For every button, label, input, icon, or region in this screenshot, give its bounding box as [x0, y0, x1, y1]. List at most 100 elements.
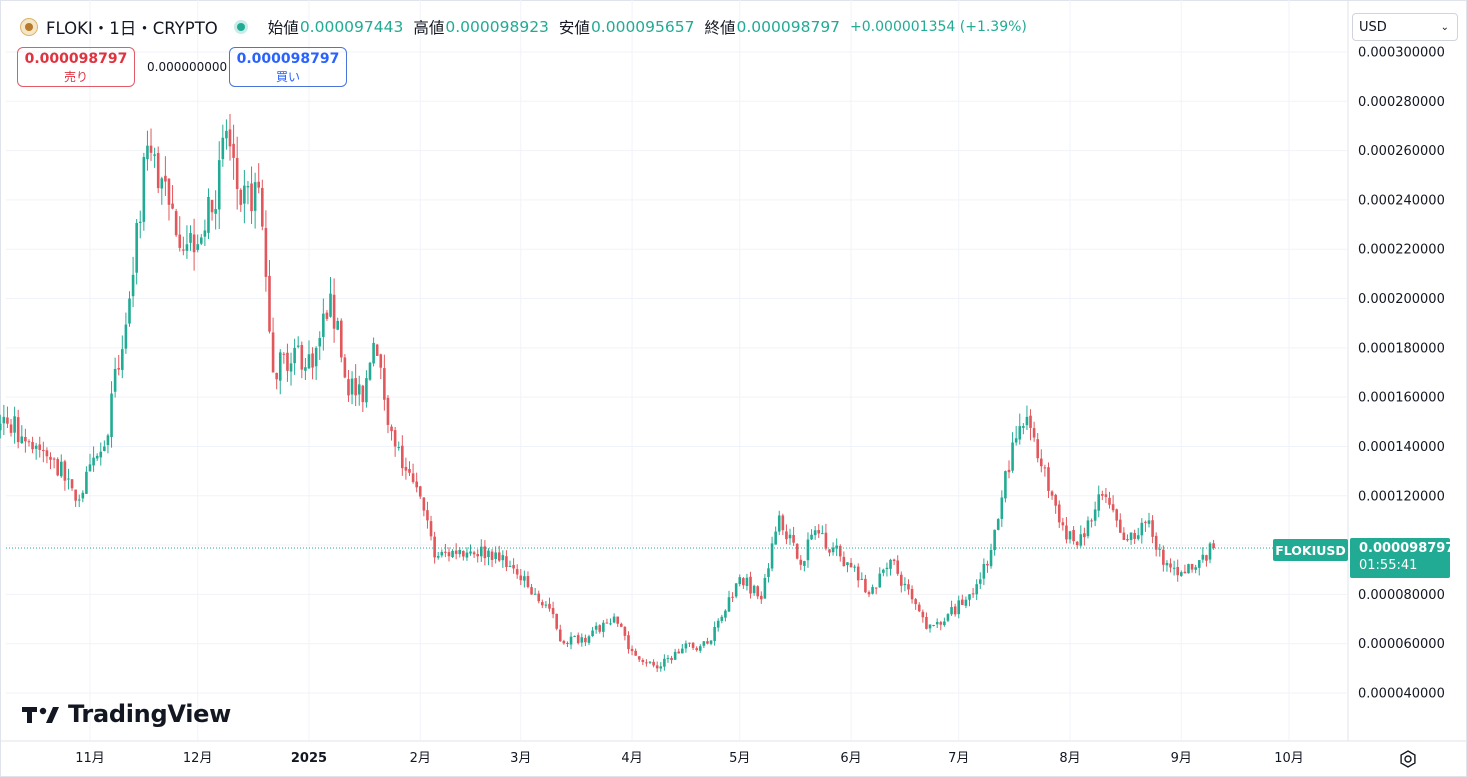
candle	[199, 234, 203, 246]
candle	[49, 452, 52, 470]
candle-body	[1151, 520, 1154, 537]
candle	[329, 276, 332, 318]
price-tick-label: 0.000120000	[1358, 489, 1445, 504]
candle	[731, 592, 734, 603]
price-axis[interactable]: 0.0000400000.0000600000.0000800000.00010…	[1358, 46, 1445, 702]
candle-body	[1169, 563, 1172, 568]
candle	[623, 626, 627, 641]
candle	[322, 298, 325, 351]
candle-body	[264, 228, 268, 277]
candle-body	[788, 534, 792, 539]
candle-body	[1115, 509, 1118, 521]
candle-body	[921, 611, 925, 618]
candle	[386, 394, 390, 434]
candle	[476, 549, 480, 563]
candle	[2, 404, 6, 436]
candle-body	[580, 637, 584, 643]
candle-body	[300, 345, 304, 370]
candle	[418, 485, 422, 499]
candle-body	[1014, 438, 1018, 443]
candle	[300, 341, 304, 379]
candle	[788, 528, 792, 545]
candle	[1111, 495, 1115, 513]
floki-coin-icon[interactable]	[20, 18, 38, 36]
currency-select[interactable]: USD ⌄	[1352, 13, 1458, 41]
candle	[745, 573, 749, 591]
candle	[113, 357, 117, 398]
candle-body	[243, 185, 246, 204]
candle	[243, 169, 246, 224]
candle-body	[1050, 491, 1054, 496]
buy-button[interactable]: 0.000098797 買い	[229, 47, 347, 87]
last-price-tag: 0.000098797 01:55:41	[1350, 538, 1454, 578]
candle	[275, 372, 278, 390]
candle-body	[774, 531, 777, 545]
close-label: 終値	[704, 19, 736, 37]
candle-body	[573, 635, 576, 637]
settings-gear-icon[interactable]	[1398, 749, 1418, 769]
candle	[821, 525, 824, 535]
candle-body	[207, 196, 210, 233]
candle	[433, 531, 436, 564]
candle	[594, 622, 598, 634]
candle	[440, 549, 444, 558]
candle-body	[634, 650, 637, 656]
candle-body	[1147, 520, 1151, 524]
candle-body	[31, 442, 34, 450]
symbol-title[interactable]: FLOKI・1日・CRYPTO	[46, 19, 218, 38]
candle	[501, 550, 505, 568]
candle	[742, 576, 745, 589]
candle-body	[515, 569, 519, 575]
candle-body	[56, 459, 59, 476]
candle	[121, 335, 124, 379]
candle-body	[1043, 467, 1047, 469]
candle-body	[164, 175, 167, 182]
candle-body	[408, 469, 411, 473]
candle-body	[932, 624, 935, 626]
candle	[261, 179, 264, 231]
candle-body	[379, 354, 383, 368]
candle-body	[731, 596, 734, 598]
candle-body	[458, 550, 462, 555]
candle-body	[354, 378, 357, 396]
candle-body	[95, 455, 99, 459]
candle-body	[917, 604, 921, 612]
sell-button[interactable]: 0.000098797 売り	[17, 47, 135, 87]
candle-body	[777, 515, 781, 532]
candle-body	[221, 137, 225, 160]
candle-body	[670, 657, 673, 661]
candle	[1118, 513, 1122, 533]
candle-body	[307, 354, 311, 369]
price-tick-label: 0.000060000	[1358, 637, 1445, 652]
candle-body	[282, 353, 286, 355]
candle-body	[426, 510, 429, 521]
time-tick-label: 4月	[621, 751, 642, 766]
candle-body	[444, 551, 447, 553]
candle	[551, 601, 555, 619]
candle	[1101, 490, 1104, 501]
price-tick-label: 0.000260000	[1358, 144, 1445, 159]
candle	[1201, 547, 1205, 563]
candle-body	[1101, 494, 1104, 496]
candle	[282, 352, 286, 364]
candle	[526, 571, 530, 589]
candle-body	[52, 458, 56, 460]
time-tick-label: 3月	[510, 751, 531, 766]
candle-body	[479, 546, 483, 557]
candle-body	[404, 466, 408, 471]
tradingview-logo[interactable]: TradingView	[22, 700, 231, 728]
candle	[935, 618, 939, 629]
candle-body	[1118, 519, 1122, 533]
candle-body	[742, 578, 745, 586]
candle-body	[311, 353, 314, 368]
candle	[210, 199, 214, 221]
candle-body	[501, 555, 505, 561]
candle	[838, 544, 842, 562]
candle	[996, 518, 1000, 531]
candle-body	[763, 577, 767, 599]
candle-body	[397, 447, 401, 449]
time-axis[interactable]: 11月 12月 2025 2月 3月 4月 5月 6月 7月 8月 9月 10月	[75, 751, 1304, 766]
candle	[70, 479, 74, 491]
candle	[339, 318, 343, 363]
